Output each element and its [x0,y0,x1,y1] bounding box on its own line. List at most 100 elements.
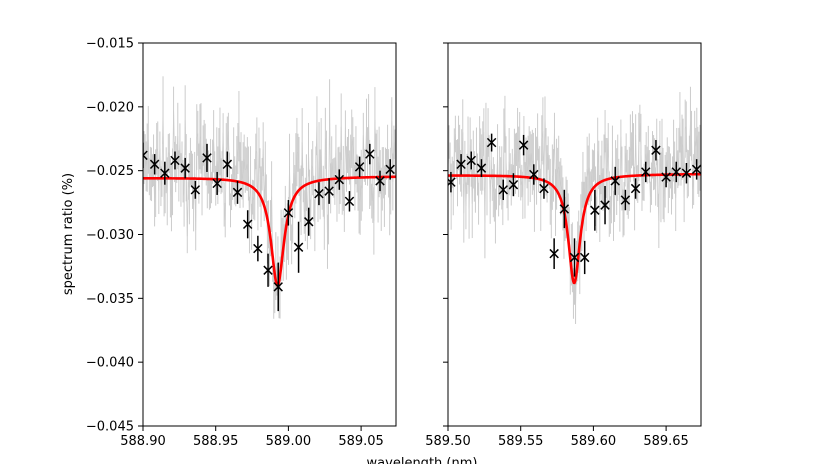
point-marker-stroke [149,159,160,170]
binned-data-point [344,191,355,212]
y-tick-label: −0.020 [86,100,134,115]
point-marker-stroke [242,219,253,230]
y-tick-label: −0.035 [86,292,134,307]
point-marker-stroke [671,167,682,177]
y-tick-label: −0.040 [86,356,134,371]
binned-data-point [170,151,180,170]
point-marker-stroke [476,163,487,173]
binned-data-point [681,163,692,184]
binned-data-point [508,173,519,197]
point-marker-stroke [630,183,641,194]
x-axis-label: wavelength (nm) [367,456,478,464]
binned-data-point [651,140,661,161]
point-marker-stroke [365,149,375,159]
binned-data-point [324,178,334,204]
binned-data-point [314,182,324,206]
x-tick-label: 589.05 [338,434,384,449]
binned-data-point [600,185,610,225]
binned-data-point [212,171,222,195]
binned-data-point [293,221,304,273]
point-marker-stroke [232,187,243,198]
binned-data-point [456,154,466,175]
binned-data-point [641,161,651,183]
point-marker-stroke [486,137,497,148]
binned-data-point [549,238,559,269]
point-marker-stroke [610,176,620,186]
point-marker-stroke [661,172,671,182]
x-tick-label: 589.55 [498,434,544,449]
binned-data-point [559,189,570,229]
point-marker-stroke [180,163,190,173]
point-marker-stroke [569,252,580,263]
point-marker-stroke [202,153,212,163]
binned-data-point [190,180,201,199]
binned-data-point [232,180,243,204]
point-marker-stroke [456,159,466,170]
binned-data-point [149,154,160,175]
point-marker-stroke [385,164,395,175]
binned-data-point [253,235,263,262]
point-marker-stroke [518,140,529,150]
point-marker-stroke [344,196,355,207]
binned-data-point [273,262,283,312]
point-marker-stroke [253,243,263,254]
binned-data-point [334,169,345,190]
y-tick-label: −0.015 [86,37,134,52]
binned-data-point [466,151,476,170]
point-marker-stroke [539,183,549,194]
point-marker-stroke [498,185,508,195]
binned-data-point [579,240,590,275]
y-tick-label: −0.045 [86,420,134,435]
binned-data-point [486,133,497,152]
point-marker-stroke [529,169,539,180]
point-marker-stroke [273,282,283,292]
raw-data-line [143,109,396,293]
binned-data-point [263,253,273,287]
binned-data-point [385,159,395,180]
left-panel: 588.90 588.95 589.00 589.05 −0.015 −0.020 −0.0… [86,37,397,449]
x-tick-label: 589.60 [571,434,617,449]
point-marker-stroke [508,179,519,190]
point-marker-stroke [354,162,365,172]
binned-data-point [569,238,580,277]
binned-data-point [354,156,365,178]
point-marker-stroke [170,155,180,166]
point-marker-stroke [375,176,385,186]
binned-data-point [671,161,682,183]
y-axis-label: spectrum ratio (%) [61,173,76,295]
point-marker-stroke [466,155,476,166]
binned-data-point [365,143,375,165]
binned-data-point [222,151,233,178]
binned-data-point [202,143,212,172]
binned-data-point [610,166,620,195]
binned-data-point [476,159,487,178]
point-marker-stroke [190,185,201,195]
point-marker-stroke [293,242,304,252]
point-marker-stroke [143,154,148,161]
binned-data-point [143,142,148,169]
model-fit-line [448,172,701,285]
point-marker-stroke [691,164,701,175]
point-marker-stroke [579,252,590,263]
x-tick-label: 588.95 [193,434,239,449]
x-tick-label: 589.50 [425,434,471,449]
point-marker-stroke [334,174,345,185]
binned-data-point [620,189,631,211]
binned-data-point [160,161,170,185]
model-fit-line [143,175,396,288]
raw-data-line [448,114,701,304]
binned-data-point [691,159,701,180]
point-marker-stroke [620,195,631,205]
point-marker-stroke [600,200,610,210]
binned-data-point [375,170,385,192]
point-marker-stroke [314,188,324,199]
right-panel: 589.50 589.55 589.60 589.65 [425,42,702,449]
y-tick-label: −0.030 [86,228,134,243]
axes-frame [447,42,702,427]
point-marker-stroke [681,168,692,178]
binned-data-point [242,210,253,239]
binned-data-point [630,178,641,199]
binned-data-point [283,200,294,226]
point-marker-stroke [263,265,273,275]
